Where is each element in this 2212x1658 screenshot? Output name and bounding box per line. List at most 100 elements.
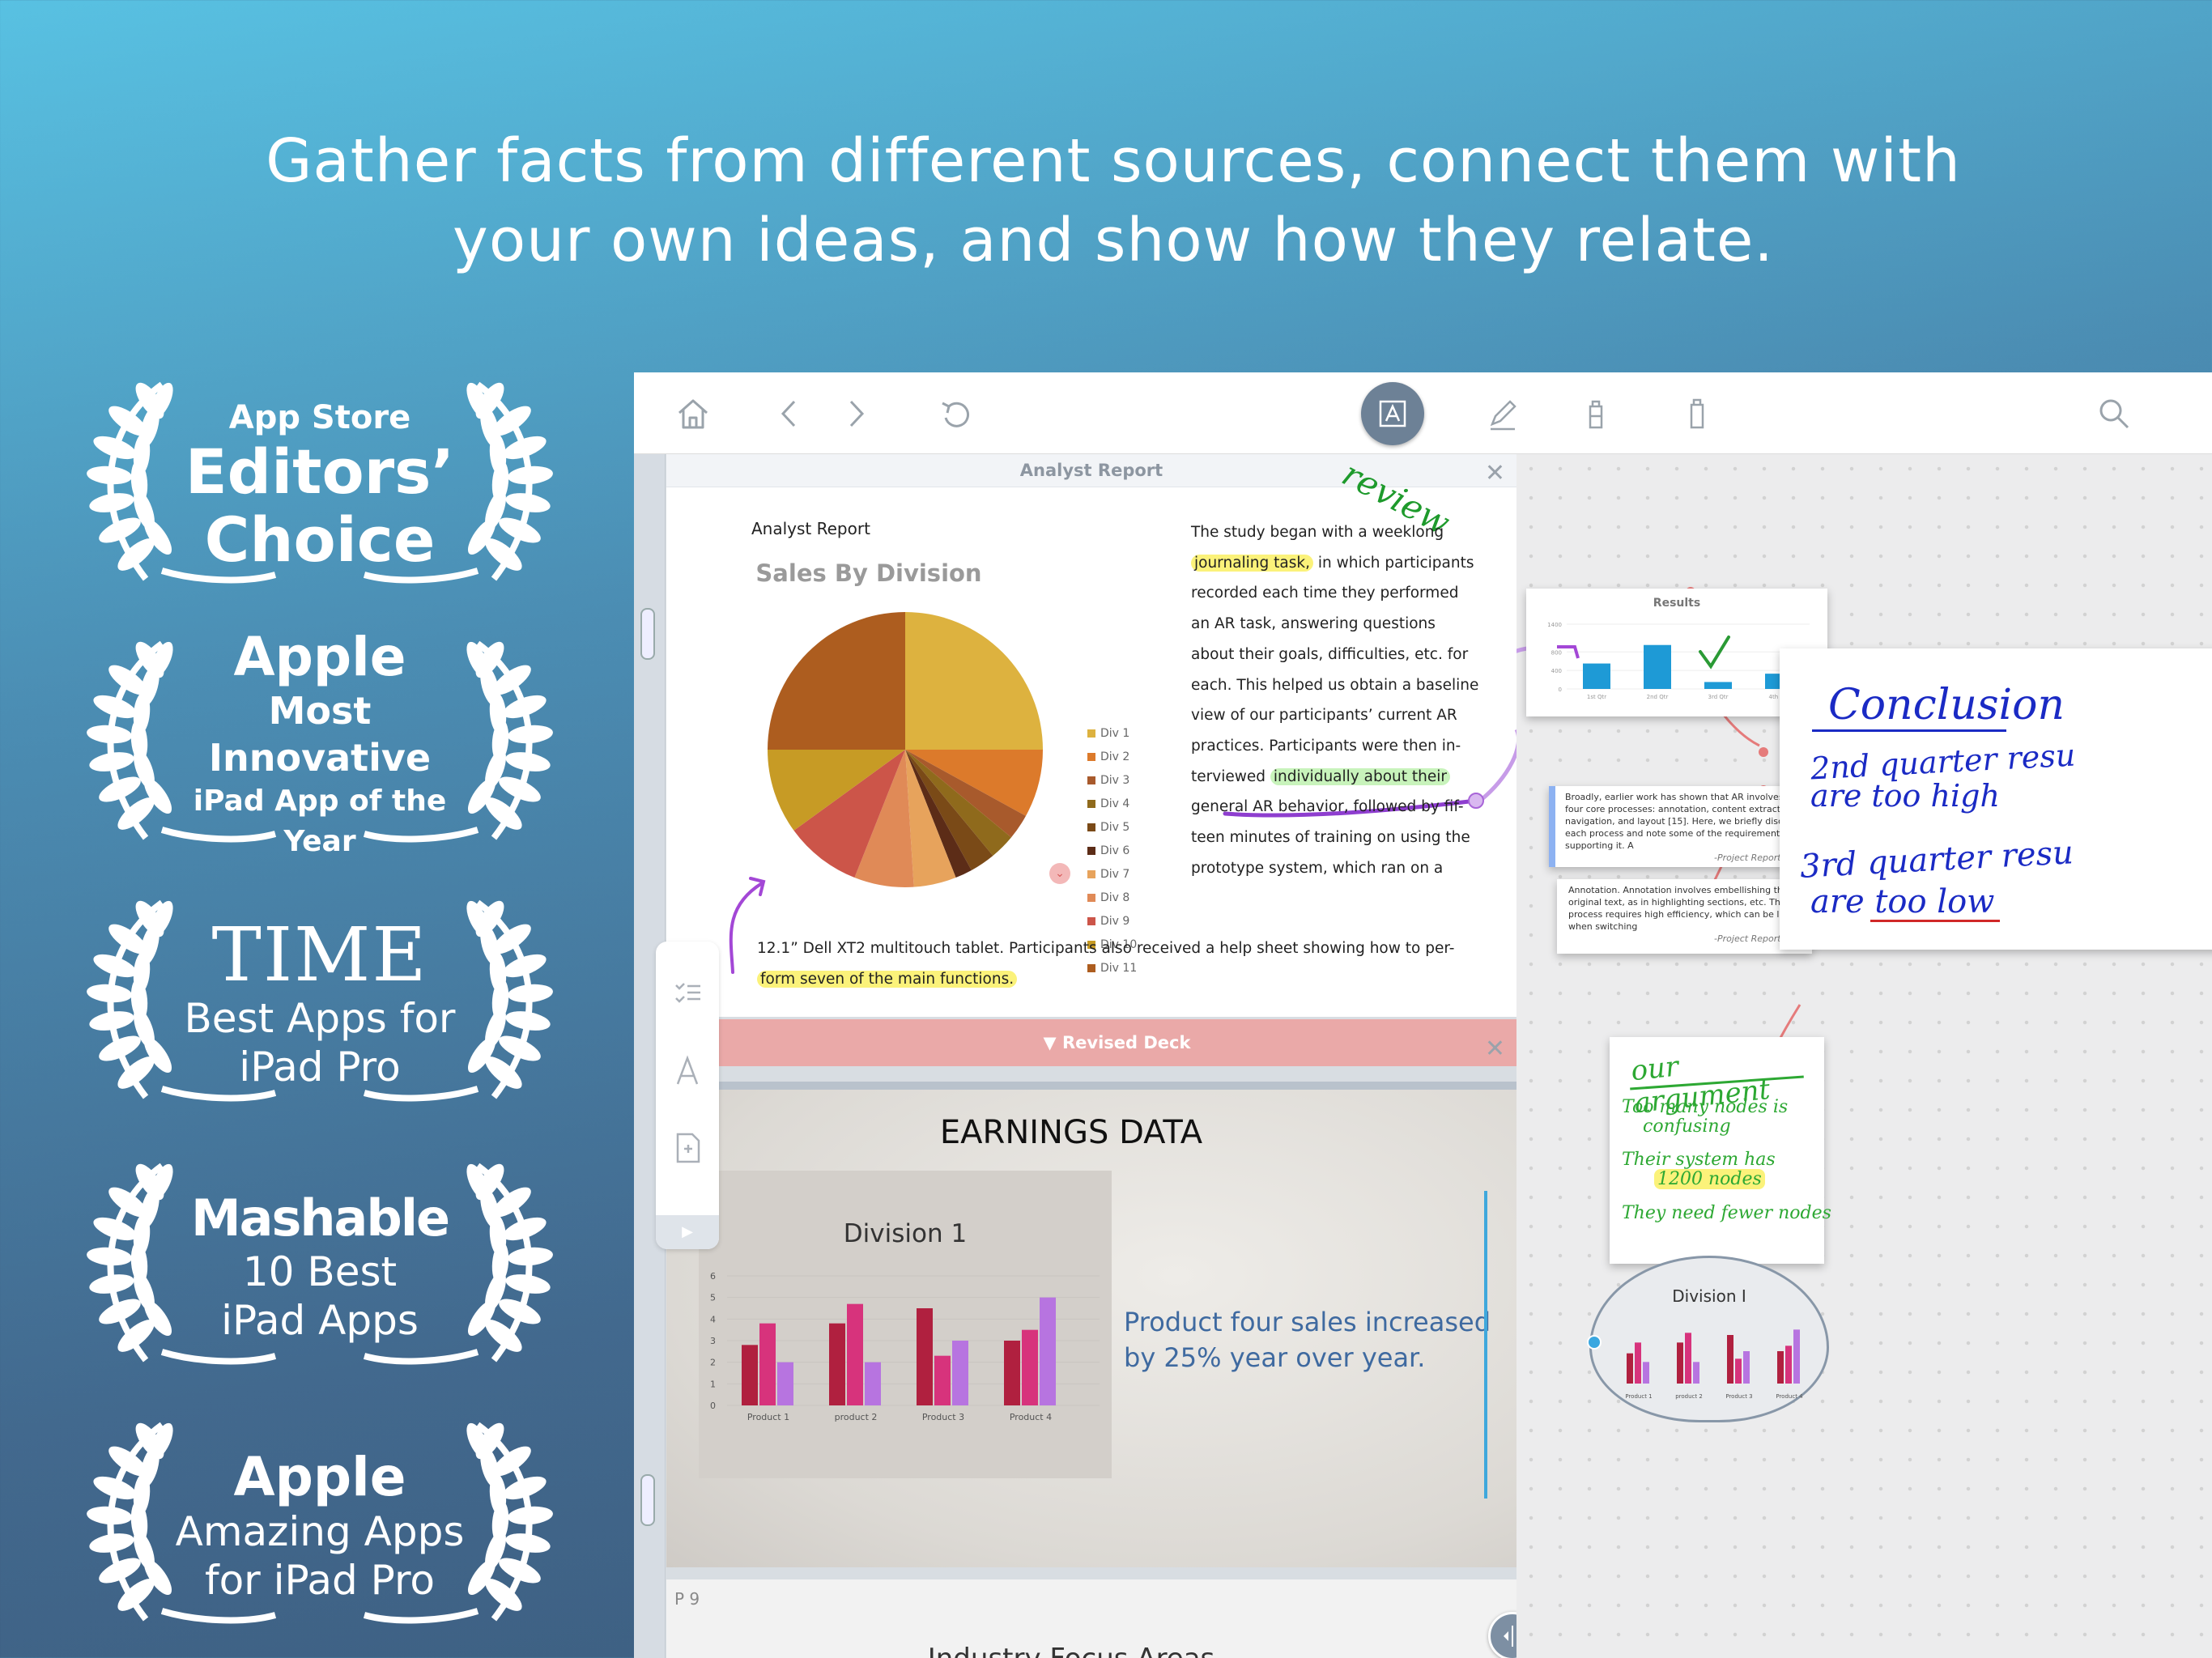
pie-chart-title: Sales By Division (755, 559, 982, 587)
toolbar (634, 372, 2212, 454)
body-line: teen minutes of training on using the (1191, 829, 1470, 847)
y-tick-label: 0 (710, 1401, 716, 1411)
eraser-icon[interactable] (1678, 395, 1716, 432)
award-line: Amazing Apps (175, 1508, 465, 1555)
legend-swatch (1087, 729, 1095, 738)
bar-chart-title: Division 1 (843, 1219, 968, 1248)
search-icon[interactable] (2095, 395, 2133, 432)
division-bubble-node[interactable]: Division I Product 1 product 2 Product 3 Pr… (1587, 1256, 1829, 1422)
x-tick-label: Product 3 (922, 1412, 964, 1422)
bullet-2b: 1200 nodes (1654, 1169, 1765, 1189)
award-line: Best Apps for (184, 995, 456, 1042)
y-tick-label: 2 (710, 1358, 716, 1368)
page-label: P 9 (674, 1589, 700, 1609)
body-line: terviewed (1191, 767, 1270, 785)
legend-label: Div 7 (1100, 867, 1130, 881)
y-tick-label: 4 (710, 1314, 716, 1324)
results-bar-chart: 0 400 800 1400 1st Qtr 2nd Qtr 3rd Qtr 4th Qtr (1547, 622, 1810, 700)
x-tick-label: product 2 (835, 1412, 878, 1422)
x-tick-label: Product 1 (1625, 1393, 1652, 1400)
award-line: Most Innovative (208, 689, 432, 780)
quote-body: Annotation. Annotation involves embellis… (1568, 885, 1793, 932)
pie-slice (905, 750, 1026, 838)
x-tick-label: 3rd Qtr (1708, 694, 1728, 700)
award-line: iPad Apps (221, 1297, 419, 1344)
highlight-yellow[interactable]: journaling task, (1191, 554, 1313, 572)
expand-panel-button[interactable]: ▶ (656, 1215, 719, 1249)
y-tick-label: 800 (1551, 649, 1562, 656)
body-line: The study began with a weeklong (1191, 524, 1444, 541)
x-tick-label: product 2 (1675, 1393, 1703, 1400)
slide-earnings: EARNINGS DATA Division 1 0 1 2 3 4 5 6 Product … (666, 1082, 1516, 1567)
close-icon[interactable]: ✕ (1484, 1035, 1505, 1063)
highlight-green[interactable]: individually about their (1270, 767, 1450, 785)
legend-swatch (1087, 940, 1095, 949)
bar (829, 1323, 845, 1405)
note-line: are too low (1810, 883, 1995, 920)
y-tick-label: 3 (710, 1336, 716, 1346)
bullet-2a: Their system has (1622, 1150, 1776, 1170)
document-tab-revised-deck[interactable]: ▼ Revised Deck ✕ (717, 1019, 1516, 1066)
list-icon[interactable] (670, 976, 705, 1011)
award-line: Editors’ (185, 436, 455, 508)
body-line: in which participants (1312, 554, 1474, 572)
pie-slice (905, 612, 1043, 750)
body-line: recorded each time they performed (1191, 585, 1459, 602)
argument-note-card[interactable]: our argument Too many nodes is confusing… (1610, 1037, 1831, 1264)
legend-label: Div 8 (1100, 891, 1130, 904)
home-icon[interactable] (674, 395, 712, 432)
legend-label: Div 3 (1100, 773, 1130, 787)
bubble-bar-chart: Product 1 product 2 Product 3 Product 4 (1625, 1329, 1803, 1400)
forward-icon[interactable] (836, 395, 874, 432)
text-tool-button[interactable] (1361, 382, 1424, 445)
y-tick-label: 6 (710, 1271, 716, 1282)
note-line: They need fewer nodes (1622, 1203, 1831, 1223)
pane-resize-handle[interactable] (640, 608, 655, 660)
bar (1022, 1329, 1038, 1405)
pen-icon[interactable] (1484, 395, 1521, 432)
bar-chart: 0 1 2 3 4 5 6 Product 1 product 2 Product 3 Produc… (710, 1271, 1100, 1422)
undo-icon[interactable] (938, 395, 975, 432)
award-line: Apple (233, 1446, 406, 1508)
pie-slice (905, 750, 956, 887)
bar (1785, 1346, 1792, 1384)
quote-card-accent (1549, 786, 1555, 867)
text-format-icon[interactable] (670, 1053, 705, 1089)
connector-dot[interactable] (1587, 1335, 1602, 1350)
mind-map-canvas[interactable]: Results 0 400 800 1400 1st Qtr 2nd Qtr 3rd Qtr… (1516, 454, 2212, 1658)
conclusion-note-card[interactable]: Conclusion 2nd quarter resu are too high… (1780, 648, 2212, 950)
bar (1635, 1342, 1641, 1384)
x-tick-label: 2nd Qtr (1647, 694, 1669, 700)
side-tools-panel: ▶ (656, 942, 719, 1249)
x-tick-label: Product 4 (1776, 1393, 1803, 1400)
legend-label: Div 1 (1100, 726, 1130, 740)
pane-resize-handle[interactable] (640, 1474, 655, 1526)
document-tab-analyst-report[interactable]: Analyst Report ✕ (666, 454, 1516, 487)
close-icon[interactable]: ✕ (1484, 459, 1505, 487)
legend-item: Div 11 (1087, 956, 1152, 980)
back-icon[interactable] (772, 395, 809, 432)
quote-text: Broadly, earlier work has shown that AR … (1549, 786, 1812, 867)
bullet-1a: Too many nodes is (1622, 1097, 1789, 1117)
y-tick-label: 1 (710, 1379, 716, 1389)
legend-label: Div 10 (1100, 937, 1138, 951)
highlighter-icon[interactable] (1577, 395, 1614, 432)
award-line: App Store (228, 399, 411, 436)
body-line: 12.1” Dell XT2 multitouch tablet. Partic… (757, 940, 1455, 957)
highlight-yellow[interactable]: form seven of the main functions. (757, 971, 1018, 988)
quote-source: -Project Report, p.5 (1714, 933, 1801, 944)
x-tick-label: 1st Qtr (1587, 694, 1606, 700)
add-page-icon[interactable] (670, 1129, 705, 1165)
pie-slice (793, 750, 905, 878)
legend-swatch (1087, 893, 1095, 902)
bubble-title: Division I (1672, 1286, 1746, 1306)
results-chart-title: Results (1653, 597, 1701, 610)
headline-line-1: Gather facts from different sources, con… (266, 126, 1961, 196)
bar (1743, 1351, 1750, 1384)
results-chart-card[interactable]: Results 0 400 800 1400 1st Qtr 2nd Qtr 3rd Qtr… (1526, 589, 1827, 716)
chevron-down-icon[interactable]: ⌄ (1049, 863, 1070, 884)
quote-card[interactable]: Broadly, earlier work has shown that AR … (1549, 786, 1812, 867)
award-line: Mashable (190, 1188, 450, 1248)
legend-item: Div 5 (1087, 815, 1152, 839)
quote-card[interactable]: Annotation. Annotation involves embellis… (1557, 879, 1812, 954)
